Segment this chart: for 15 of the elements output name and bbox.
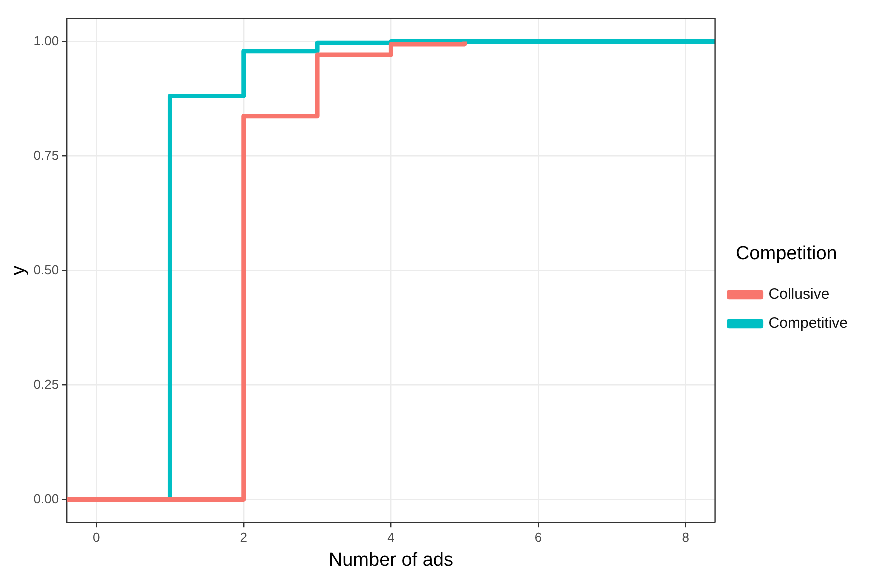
legend-label: Collusive: [768, 286, 830, 304]
y-tick-label: 1.00: [34, 33, 60, 48]
y-tick-label: 0.50: [34, 262, 60, 278]
legend-title: Competition: [736, 243, 838, 264]
y-tick-label: 0.25: [34, 376, 60, 392]
x-tick-label: 2: [240, 530, 248, 545]
legend-label: Competitive: [768, 315, 848, 332]
x-axis-title: Number of ads: [328, 550, 454, 571]
y-tick-label: 0.00: [34, 491, 60, 506]
y-tick-label: 0.75: [34, 148, 60, 163]
x-tick-label: 0: [92, 530, 100, 545]
y-axis-title: y: [8, 265, 30, 276]
x-tick-label: 8: [682, 530, 690, 545]
x-tick-label: 4: [388, 530, 395, 545]
x-tick-label: 6: [534, 530, 542, 545]
